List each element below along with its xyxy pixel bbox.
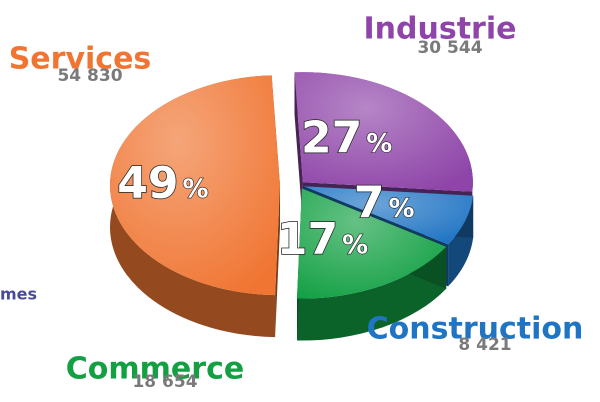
slice-highlight	[294, 72, 473, 192]
percent-sign: %	[366, 129, 392, 159]
slice-side	[275, 185, 281, 338]
annotation: mes	[0, 285, 37, 304]
slice-highlight	[303, 186, 474, 245]
category-label: Industrie	[364, 12, 517, 47]
category-label: Commerce	[66, 352, 244, 387]
slice-side	[294, 72, 303, 225]
category-label: Services	[9, 42, 152, 77]
percent-label: 27	[301, 112, 362, 163]
percent-label: 17	[277, 214, 338, 265]
slice-side	[297, 246, 447, 341]
value-label: 30 544	[417, 38, 482, 58]
percent-label: 7	[354, 177, 385, 228]
percent-sign: %	[388, 194, 414, 224]
value-label: 54 830	[57, 66, 122, 86]
pie-tops	[110, 72, 474, 299]
value-label: 8 421	[458, 335, 511, 355]
category-label: Construction	[367, 312, 584, 347]
slice-highlight	[110, 75, 281, 296]
value-label: 18 654	[132, 372, 197, 392]
percent-sign: %	[183, 174, 209, 204]
percent-label: 49	[117, 158, 178, 209]
percent-sign: %	[342, 230, 368, 260]
slice-highlight	[297, 188, 447, 299]
